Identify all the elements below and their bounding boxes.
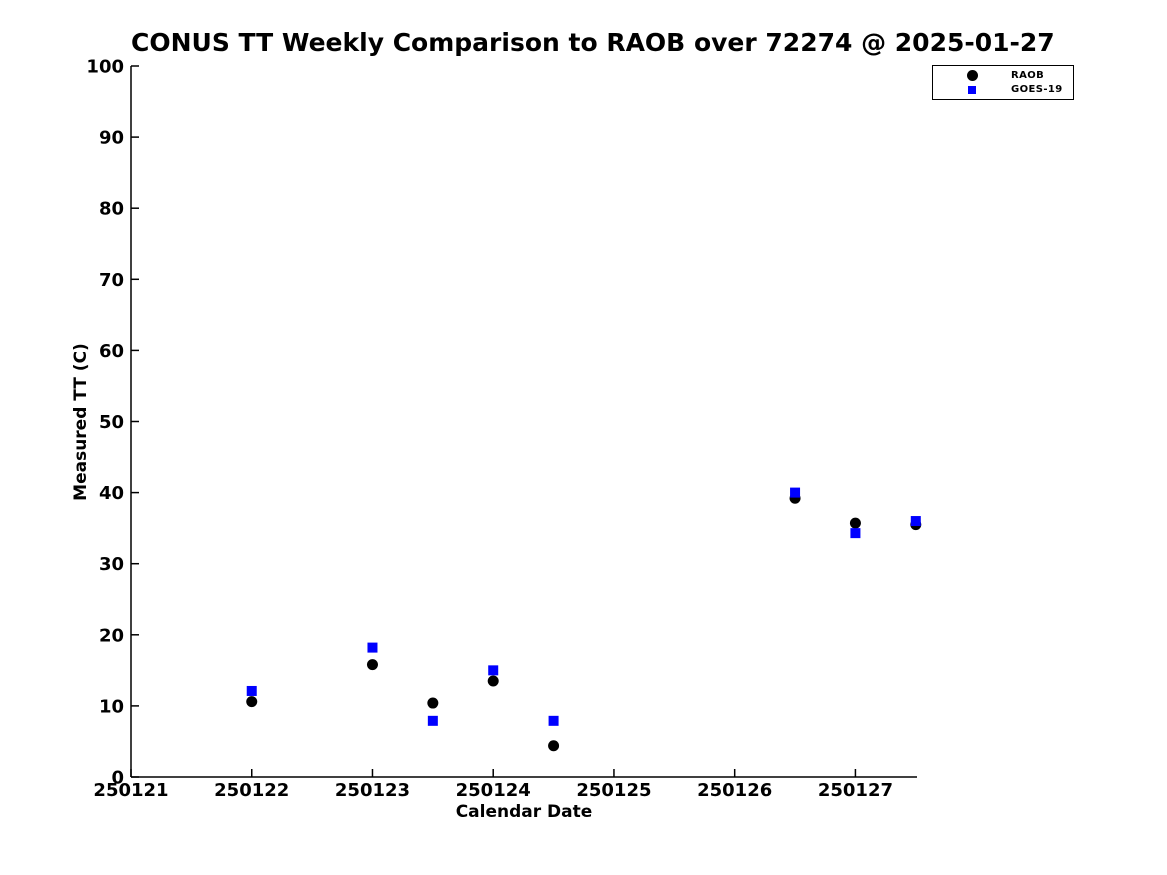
data-point-goes-19 bbox=[367, 642, 378, 653]
y-tick-label: 40 bbox=[99, 483, 124, 504]
data-point-raob bbox=[487, 675, 499, 687]
x-axis-label: Calendar Date bbox=[455, 802, 593, 822]
goes-19-square-icon bbox=[968, 85, 976, 94]
data-point-raob bbox=[427, 697, 439, 709]
data-point-goes-19 bbox=[850, 528, 861, 539]
y-tick-label: 90 bbox=[99, 128, 124, 149]
data-point-raob bbox=[366, 659, 378, 671]
chart-title: CONUS TT Weekly Comparison to RAOB over … bbox=[131, 28, 1055, 57]
data-point-goes-19 bbox=[790, 487, 801, 498]
y-tick-label: 80 bbox=[99, 199, 124, 220]
data-point-raob bbox=[246, 696, 258, 708]
x-tick-label: 250121 bbox=[93, 780, 168, 801]
y-tick-label: 50 bbox=[99, 412, 124, 433]
data-point-goes-19 bbox=[910, 516, 921, 527]
legend-marker-cell bbox=[933, 69, 1011, 81]
y-axis-label: Measured TT (C) bbox=[71, 343, 91, 501]
legend-label-raob: RAOB bbox=[1011, 69, 1045, 81]
y-tick-label: 0 bbox=[111, 768, 124, 789]
x-tick-label: 250124 bbox=[456, 780, 531, 801]
x-tick-label: 250123 bbox=[335, 780, 410, 801]
y-tick-label: 20 bbox=[99, 625, 124, 646]
y-tick-label: 100 bbox=[86, 57, 124, 78]
legend-label-goes-19: GOES-19 bbox=[1011, 84, 1063, 96]
x-tick-label: 250126 bbox=[697, 780, 772, 801]
data-point-goes-19 bbox=[548, 715, 559, 726]
legend-item-raob: RAOB bbox=[933, 69, 1073, 81]
y-tick-label: 30 bbox=[99, 554, 124, 575]
data-point-goes-19 bbox=[427, 715, 438, 726]
x-tick-label: 250122 bbox=[214, 780, 289, 801]
y-tick-label: 70 bbox=[99, 270, 124, 291]
legend-marker-cell bbox=[933, 85, 1011, 94]
data-point-goes-19 bbox=[246, 685, 257, 696]
legend-item-goes-19: GOES-19 bbox=[933, 84, 1073, 95]
x-tick-label: 250127 bbox=[818, 780, 893, 801]
raob-circle-icon bbox=[966, 69, 978, 81]
data-point-raob bbox=[849, 517, 861, 529]
y-tick-label: 10 bbox=[99, 696, 124, 717]
data-point-raob bbox=[548, 740, 560, 752]
y-tick-label: 60 bbox=[99, 341, 124, 362]
legend: RAOB GOES-19 bbox=[932, 65, 1074, 100]
x-tick-label: 250125 bbox=[576, 780, 651, 801]
data-point-goes-19 bbox=[488, 665, 499, 676]
